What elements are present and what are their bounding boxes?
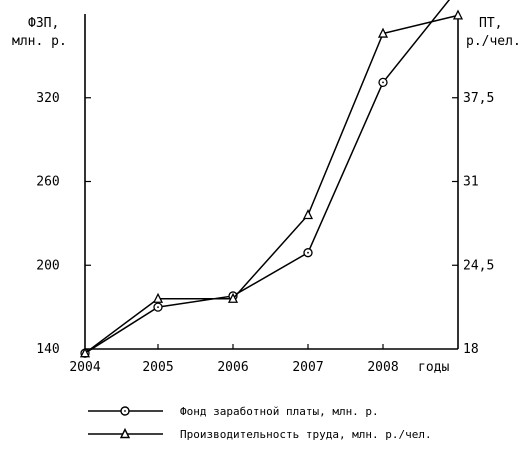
- legend: Фонд заработной платы, млн. р. Производи…: [88, 405, 432, 441]
- y-left-label-line1: ФЗП,: [28, 16, 59, 31]
- data-point-dot: [157, 306, 159, 309]
- y-right-tick-label: 24,5: [463, 258, 494, 273]
- legend-item-salary: Фонд заработной платы, млн. р.: [88, 405, 379, 418]
- data-point-triangle: [302, 209, 314, 220]
- data-point-triangle: [227, 292, 239, 303]
- y-left-tick-label: 260: [36, 175, 59, 190]
- legend-label-productivity: Производительность труда, млн. р./чел.: [180, 428, 432, 441]
- x-tick-label: 2007: [292, 360, 323, 375]
- legend-label-salary: Фонд заработной платы, млн. р.: [180, 405, 379, 418]
- y-right-tick-label: 37,5: [463, 91, 494, 106]
- x-tick-label: 2008: [367, 360, 398, 375]
- triangle-marker-icon: [119, 427, 131, 439]
- y-left-tick-label: 140: [36, 342, 59, 357]
- data-point-triangle: [452, 9, 464, 20]
- y-right-tick-label: 31: [463, 175, 479, 190]
- y-left-tick-label: 200: [36, 258, 59, 273]
- data-point-triangle: [377, 27, 389, 38]
- circle-marker-dot: [124, 410, 126, 412]
- y-right-label-line1: ПТ,: [479, 16, 502, 31]
- data-point-triangle: [79, 347, 91, 358]
- y-left-tick-label: 320: [36, 91, 59, 106]
- data-point-dot: [382, 81, 384, 84]
- x-tick-label: 2004: [69, 360, 100, 375]
- y-left-label-line2: млн. р.: [12, 34, 67, 49]
- legend-item-productivity: Производительность труда, млн. р./чел.: [88, 427, 432, 441]
- y-right-label-line2: р./чел.: [466, 34, 521, 49]
- x-tick-label: 2005: [142, 360, 173, 375]
- y-right-tick-label: 18: [463, 342, 479, 357]
- x-axis-label: годы: [418, 360, 449, 375]
- series-line-1: [84, 0, 451, 354]
- x-tick-label: 2006: [217, 360, 248, 375]
- series-line-2: [84, 14, 459, 354]
- data-point-triangle: [152, 292, 164, 303]
- data-point-dot: [307, 251, 309, 254]
